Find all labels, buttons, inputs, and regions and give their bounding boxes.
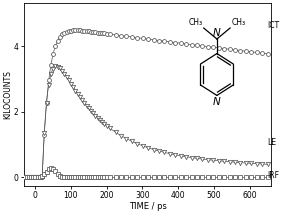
Text: LE: LE xyxy=(267,138,276,147)
X-axis label: TIME / ps: TIME / ps xyxy=(129,202,167,211)
Text: ICT: ICT xyxy=(267,21,279,30)
Text: IRF: IRF xyxy=(267,171,279,180)
Y-axis label: KILOCOUNTS: KILOCOUNTS xyxy=(3,70,12,119)
